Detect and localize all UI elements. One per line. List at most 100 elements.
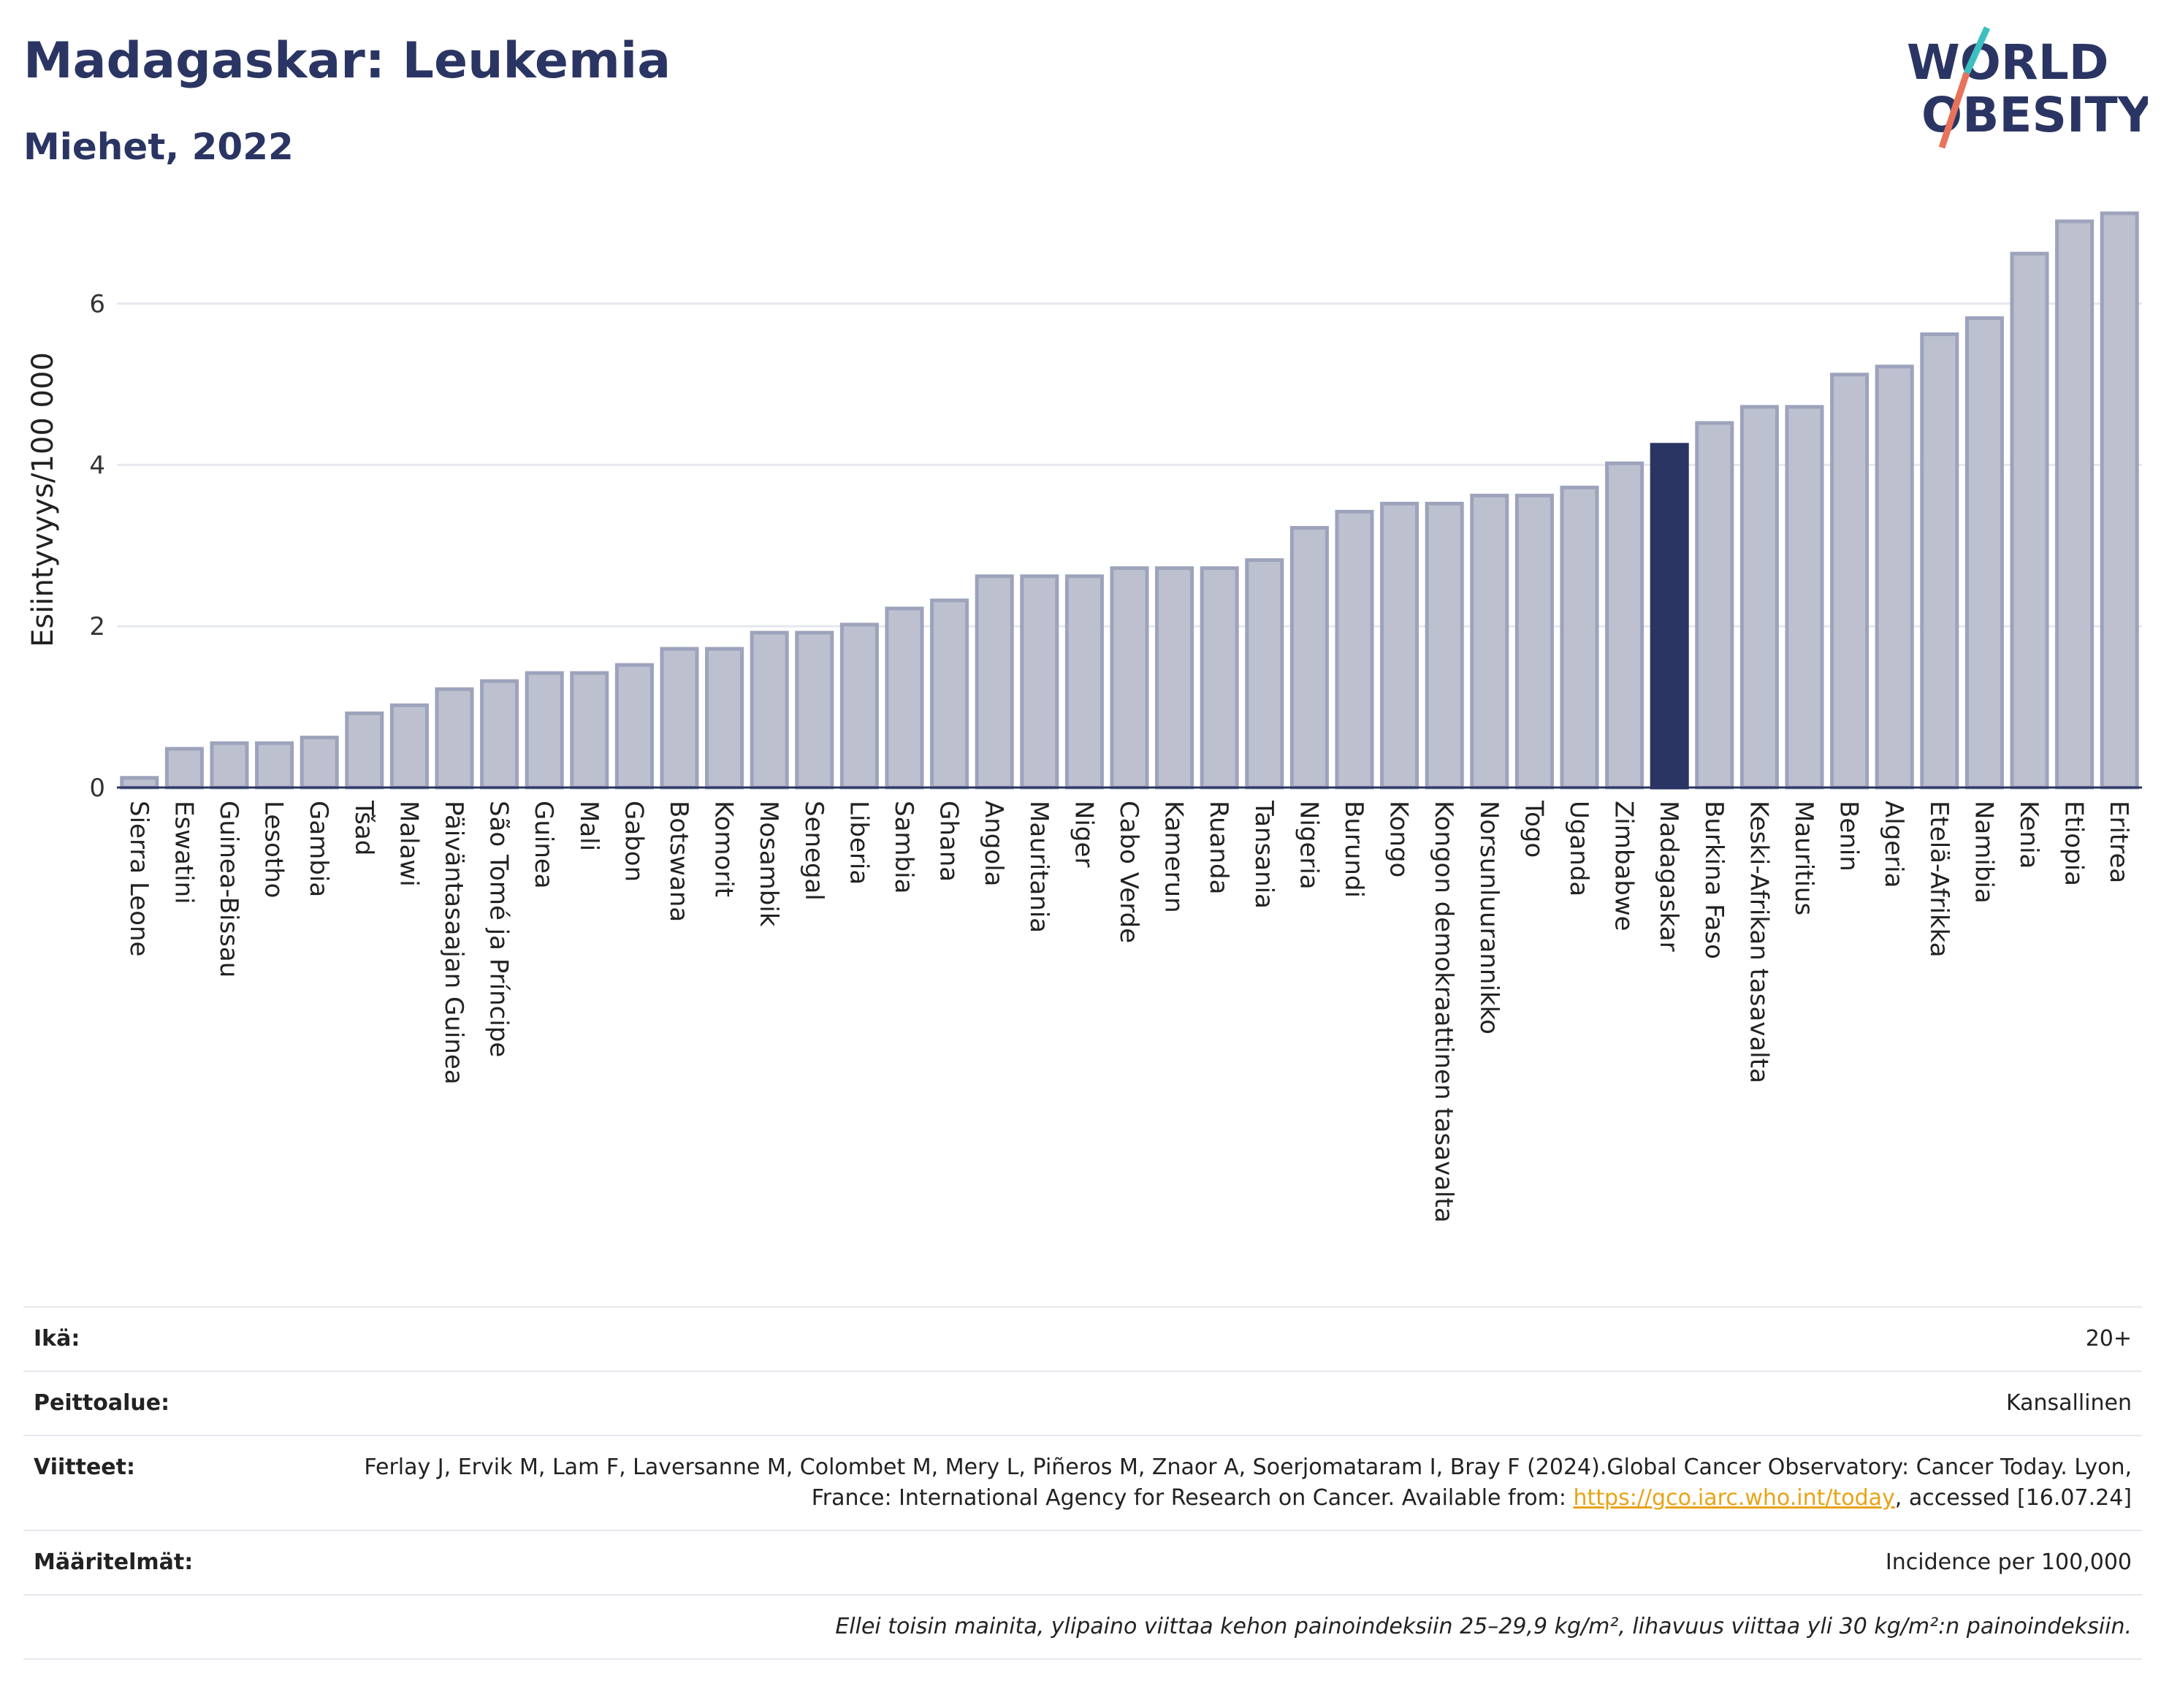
chart-subtitle: Miehet, 2022 bbox=[23, 126, 294, 168]
bar bbox=[839, 622, 879, 790]
y-tick-labels: 0 2 4 6 bbox=[89, 290, 105, 803]
x-tick-label: Burundi bbox=[1339, 801, 1368, 898]
x-tick-label: Togo bbox=[1519, 800, 1548, 858]
x-tick-label: Madagaskar bbox=[1654, 801, 1683, 952]
x-tick-label: Gambia bbox=[304, 801, 333, 897]
logo-slash-teal bbox=[1963, 26, 1991, 75]
bar bbox=[1605, 461, 1644, 790]
world-obesity-logo: WORLD OBESITY bbox=[1907, 26, 2148, 149]
bar bbox=[1739, 405, 1779, 790]
chart-title: Madagaskar: Leukemia bbox=[23, 32, 671, 90]
info-value-references: Ferlay J, Ervik M, Lam F, Laversanne M, … bbox=[326, 1452, 2132, 1514]
bar bbox=[2010, 251, 2049, 790]
x-tick-label: Zimbabwe bbox=[1609, 801, 1639, 931]
x-tick-label: Mauritius bbox=[1789, 801, 1818, 915]
x-tick-label: Tansania bbox=[1249, 800, 1278, 909]
x-tick-label: Angola bbox=[979, 801, 1008, 886]
x-tick-label: Liberia bbox=[844, 801, 873, 885]
x-tick-label: Etelä-Afrikka bbox=[1924, 801, 1954, 958]
info-label-definitions: Määritelmät: bbox=[34, 1549, 194, 1575]
x-tick-label: Sierra Leone bbox=[124, 801, 153, 956]
x-tick-label: Algeria bbox=[1879, 801, 1908, 888]
info-row-note: Ellei toisin mainita, ylipaino viittaa k… bbox=[23, 1594, 2142, 1660]
x-tick-label: Guinea-Bissau bbox=[214, 801, 243, 977]
x-tick-label: Senegal bbox=[799, 801, 828, 901]
bar bbox=[1245, 558, 1284, 790]
x-tick-label: Kongon demokraattinen tasavalta bbox=[1429, 801, 1458, 1223]
bar bbox=[1830, 373, 1870, 790]
y-tick-label: 6 bbox=[89, 290, 105, 319]
x-tick-label: Norsunluurannikko bbox=[1474, 801, 1503, 1034]
x-tick-label: Malawi bbox=[394, 801, 423, 887]
x-tick-label: São Tomé ja Príncipe bbox=[484, 801, 514, 1057]
bar bbox=[1064, 574, 1104, 790]
bars bbox=[120, 211, 2139, 790]
info-row-definitions: Määritelmät: Incidence per 100,000 bbox=[23, 1530, 2142, 1594]
x-tick-label: Kamerun bbox=[1159, 801, 1189, 913]
bar bbox=[435, 687, 474, 790]
bar bbox=[1920, 332, 1959, 790]
x-tick-label: Eritrea bbox=[2104, 801, 2133, 883]
bar bbox=[1785, 405, 1824, 790]
x-tick-label: Kenia bbox=[2014, 801, 2043, 869]
bar bbox=[795, 630, 834, 790]
bar bbox=[1964, 316, 2004, 790]
x-tick-label: Kongo bbox=[1384, 801, 1414, 877]
x-tick-labels: Sierra Leone Eswatini Guinea-Bissau Lesotho… bbox=[124, 800, 2133, 1223]
bar bbox=[255, 741, 294, 790]
info-label-age: Ikä: bbox=[34, 1326, 80, 1351]
bar bbox=[525, 671, 564, 790]
x-tick-label: Päiväntasaajan Guinea bbox=[439, 801, 468, 1085]
x-tick-label: Benin bbox=[1834, 801, 1864, 872]
bar bbox=[975, 574, 1014, 790]
x-tick-label: Uganda bbox=[1564, 801, 1593, 896]
x-tick-label: Mosambik bbox=[754, 801, 783, 927]
bar bbox=[1875, 365, 1914, 790]
x-tick-label: Guinea bbox=[529, 801, 558, 889]
x-tick-label: Sambia bbox=[889, 801, 918, 893]
info-note: Ellei toisin mainita, ylipaino viittaa k… bbox=[835, 1614, 2132, 1639]
x-tick-label: Gabon bbox=[619, 801, 648, 882]
bar bbox=[1289, 526, 1329, 790]
bar bbox=[705, 647, 744, 790]
x-tick-label: Eswatini bbox=[169, 801, 198, 904]
x-tick-label: Cabo Verde bbox=[1114, 801, 1143, 943]
x-tick-label: Lesotho bbox=[259, 801, 289, 898]
x-tick-label: Komorit bbox=[709, 801, 739, 897]
bar bbox=[1514, 493, 1554, 790]
y-tick-label: 2 bbox=[89, 612, 105, 641]
bar bbox=[120, 776, 159, 790]
info-table: Ikä: 20+ Peittoalue: Kansallinen Viittee… bbox=[23, 1306, 2142, 1660]
x-tick-label: Ruanda bbox=[1204, 801, 1233, 894]
reference-suffix: , accessed [16.07.24] bbox=[1894, 1485, 2132, 1511]
bar bbox=[930, 598, 969, 790]
bar bbox=[480, 679, 519, 790]
y-tick-label: 4 bbox=[89, 451, 105, 480]
bar bbox=[1020, 574, 1059, 790]
x-tick-label: Burkina Faso bbox=[1699, 801, 1729, 959]
bar bbox=[885, 606, 924, 790]
bar bbox=[164, 747, 204, 790]
info-row-age: Ikä: 20+ bbox=[23, 1306, 2142, 1370]
bar bbox=[210, 741, 249, 790]
bar bbox=[750, 630, 789, 790]
bar bbox=[1425, 501, 1464, 790]
bar bbox=[2100, 211, 2139, 790]
y-tick-label: 0 bbox=[89, 774, 105, 803]
y-axis-label: Esiintyvyys/100 000 bbox=[26, 352, 60, 647]
bar bbox=[389, 703, 429, 790]
bar bbox=[1110, 566, 1149, 790]
x-tick-label: Keski-Afrikan tasavalta bbox=[1744, 801, 1773, 1083]
info-row-coverage: Peittoalue: Kansallinen bbox=[23, 1370, 2142, 1435]
bar bbox=[614, 663, 654, 790]
x-tick-label: Tšad bbox=[349, 800, 378, 855]
info-label-references: Viitteet: bbox=[34, 1455, 135, 1480]
info-value-coverage: Kansallinen bbox=[2005, 1390, 2132, 1416]
reference-link[interactable]: https://gco.iarc.who.int/today bbox=[1573, 1485, 1895, 1511]
bar bbox=[1695, 421, 1734, 790]
info-value-definitions: Incidence per 100,000 bbox=[1885, 1549, 2132, 1575]
bar bbox=[1335, 509, 1374, 790]
bar bbox=[1155, 566, 1194, 790]
x-tick-label: Botswana bbox=[664, 801, 693, 922]
info-label-coverage: Peittoalue: bbox=[34, 1390, 170, 1416]
